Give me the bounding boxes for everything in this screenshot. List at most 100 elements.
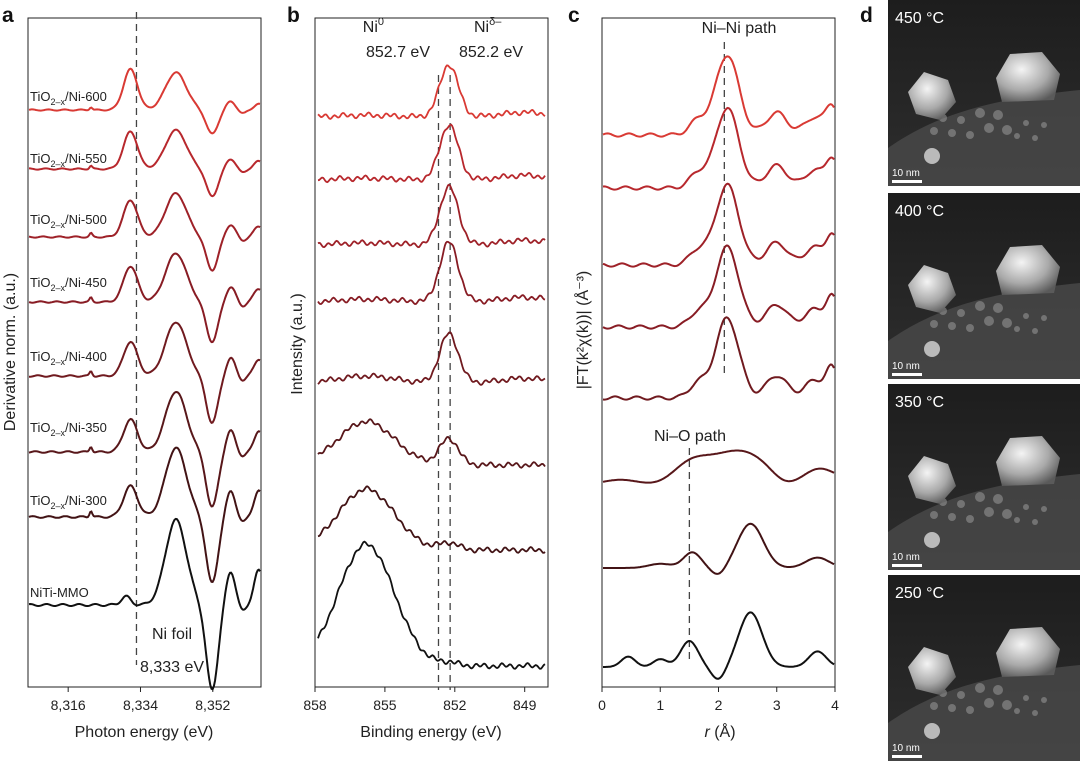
series-line-a-1	[28, 67, 261, 135]
sem-grain	[1032, 710, 1038, 716]
panel-c-frame	[601, 17, 836, 688]
sem-grain	[1002, 509, 1012, 519]
panel-c-x-tick-label: 0	[598, 697, 606, 713]
sem-grain	[993, 303, 1003, 313]
panel-c: 0 1 2 3 4 Ni–Ni path Ni–O path r (Å) |FT(k²χ…	[573, 17, 839, 741]
panel-c-series	[602, 55, 835, 680]
panel-a-x-tick-label: 8,334	[123, 697, 158, 713]
panel-a-ylabel: Derivative norm. (a.u.)	[2, 273, 19, 431]
sem-grain	[1041, 697, 1047, 703]
sem-grain	[1023, 695, 1029, 701]
ni-foil-annotation: Ni foil	[152, 626, 192, 643]
series-line-a-2	[29, 128, 261, 198]
sem-grain	[1032, 328, 1038, 334]
series-label-a-7: TiO2–x/Ni-300	[30, 493, 107, 511]
sem-grain	[975, 492, 985, 502]
series-line-b-4	[317, 240, 546, 306]
sem-grain	[966, 324, 974, 332]
panel-b-xlabel: Binding energy (eV)	[360, 724, 501, 741]
sem-grain	[948, 704, 956, 712]
series-line-b-3	[317, 183, 546, 249]
ni-delta-label: Niδ–	[474, 16, 502, 36]
series-line-b-2	[317, 123, 546, 184]
sem-grain	[975, 683, 985, 693]
series-line-b-1	[317, 64, 546, 120]
panel-c-x-tick-label: 2	[715, 697, 723, 713]
sem-small-particle	[924, 723, 940, 739]
sem-grain	[993, 494, 1003, 504]
panel-a-x-tick-label: 8,316	[51, 697, 86, 713]
sem-grain	[984, 316, 994, 326]
panel-c-x-tick-label: 1	[656, 697, 664, 713]
sem-grain	[1002, 318, 1012, 328]
sem-grain	[930, 127, 938, 135]
sem-scale-bar	[892, 564, 922, 567]
series-line-a-3	[28, 191, 261, 272]
sem-grain	[975, 301, 985, 311]
sem-ni-particle	[908, 647, 956, 695]
panel-a-x-tick-label: 8,352	[195, 697, 230, 713]
panel-b-ylabel: Intensity (a.u.)	[289, 293, 306, 394]
panel-a-series	[28, 67, 261, 691]
ni0-value: 852.7 eV	[366, 44, 430, 61]
series-label-a-6: TiO2–x/Ni-350	[30, 420, 107, 438]
sem-image-2: 400 °C 10 nm	[888, 193, 1080, 379]
series-line-c-2	[602, 106, 835, 191]
sem-grain	[1014, 517, 1020, 523]
sem-grain	[984, 698, 994, 708]
panel-c-xlabel: r (Å)	[704, 722, 735, 741]
sem-grain	[1014, 708, 1020, 714]
series-line-c-5	[602, 316, 835, 401]
series-line-b-7	[317, 485, 546, 554]
sem-scale-label: 10 nm	[892, 552, 920, 563]
sem-grain	[957, 116, 965, 124]
sem-temperature-label: 250 °C	[895, 585, 944, 602]
sem-temperature-label: 450 °C	[895, 10, 944, 27]
sem-ni-particle	[996, 627, 1060, 677]
sem-grain	[1032, 135, 1038, 141]
series-line-b-5	[317, 331, 546, 386]
sem-grain	[930, 702, 938, 710]
series-label-a-8: NiTi-MMO	[30, 585, 89, 600]
panel-a: 8,316 8,334 8,352 TiO2–x/Ni-600 TiO2–x/Ni-5…	[2, 12, 262, 741]
panel-d-sem-images: 450 °C 10 nm 400 °C 10 nm 350 °C 10 nm 250 °C 1…	[888, 0, 1080, 761]
ni-foil-energy-annotation: 8,333 eV	[140, 659, 204, 676]
panel-label-d: d	[860, 4, 873, 27]
panel-a-ticks: 8,316 8,334 8,352	[51, 687, 231, 713]
sem-ni-particle	[996, 436, 1060, 486]
sem-image-1: 450 °C 10 nm	[888, 0, 1080, 186]
sem-grain	[1041, 315, 1047, 321]
panel-a-frame	[27, 17, 262, 688]
sem-scale-label: 10 nm	[892, 743, 920, 754]
series-line-b-6	[317, 418, 546, 469]
series-label-a-3: TiO2–x/Ni-500	[30, 212, 107, 230]
series-line-c-4	[602, 244, 835, 330]
sem-ni-particle	[908, 72, 956, 120]
series-line-a-6	[28, 390, 261, 508]
sem-grain	[948, 513, 956, 521]
sem-grain	[966, 131, 974, 139]
sem-ni-particle	[908, 265, 956, 313]
sem-ni-particle	[996, 245, 1060, 295]
series-line-a-4	[28, 252, 261, 344]
series-label-a-5: TiO2–x/Ni-400	[30, 349, 107, 367]
sem-grain	[993, 685, 1003, 695]
sem-scale-label: 10 nm	[892, 168, 920, 179]
panel-b-frame	[314, 17, 549, 688]
ni-ni-path-label: Ni–Ni path	[702, 20, 777, 37]
sem-grain	[1023, 313, 1029, 319]
panel-b: 858 855 852 849 Ni0 852.7 eV Niδ– 852.2 eV …	[289, 16, 549, 741]
sem-grain	[948, 322, 956, 330]
sem-grain	[957, 309, 965, 317]
panel-b-series	[317, 64, 546, 670]
panel-b-x-tick-label: 849	[513, 697, 537, 713]
sem-small-particle	[924, 341, 940, 357]
series-line-c-6	[602, 449, 835, 484]
series-line-c-1	[602, 55, 835, 138]
series-line-a-5	[29, 321, 261, 424]
sem-temperature-label: 350 °C	[895, 394, 944, 411]
sem-grain	[930, 511, 938, 519]
panel-b-reference-lines	[437, 75, 451, 690]
panel-c-ticks: 0 1 2 3 4	[598, 687, 839, 713]
sem-image-4: 250 °C 10 nm	[888, 575, 1080, 761]
